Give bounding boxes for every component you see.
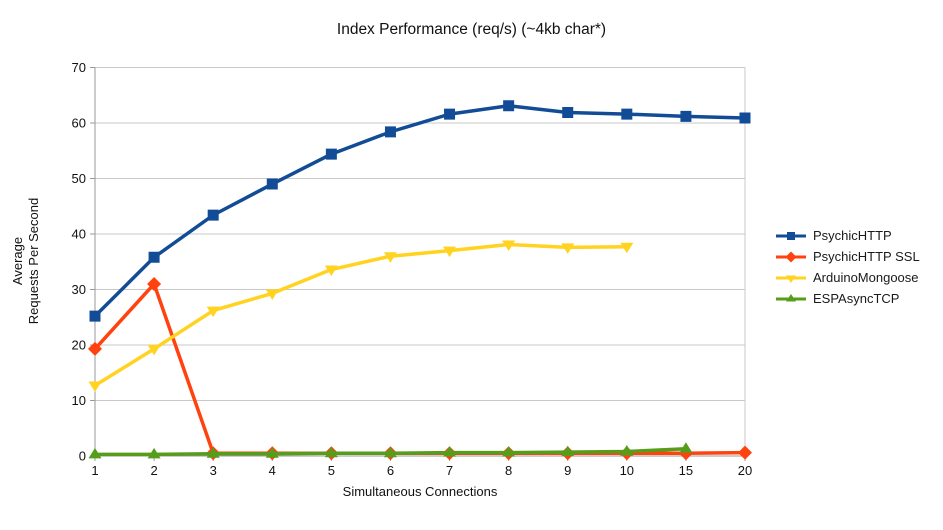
x-tick-label: 6 bbox=[387, 463, 394, 478]
legend-label: ArduinoMongoose bbox=[813, 270, 919, 285]
legend-marker bbox=[785, 251, 797, 262]
y-tick-label: 50 bbox=[72, 171, 86, 186]
series-line-PsychicHTTP bbox=[93, 104, 746, 318]
legend-item: ESPAsyncTCP bbox=[775, 288, 920, 309]
legend-label: ESPAsyncTCP bbox=[813, 291, 900, 306]
x-tick-label: 20 bbox=[738, 463, 752, 478]
series-line-PsychicHTTP SSL bbox=[93, 282, 746, 455]
y-tick-label: 40 bbox=[72, 227, 86, 242]
x-tick-label: 9 bbox=[564, 463, 571, 478]
legend-label: PsychicHTTP SSL bbox=[813, 249, 920, 264]
series-markers-ESPAsyncTCP bbox=[88, 442, 693, 459]
series-markers-PsychicHTTP bbox=[89, 100, 751, 322]
legend-marker bbox=[786, 293, 796, 301]
x-tick-label: 3 bbox=[210, 463, 217, 478]
legend-swatch-diamond-icon bbox=[776, 251, 806, 262]
legend-item: PsychicHTTP bbox=[775, 225, 920, 246]
x-tick-label: 7 bbox=[446, 463, 453, 478]
x-tick-label: 15 bbox=[679, 463, 693, 478]
legend-swatch-triangle-down-icon bbox=[776, 275, 806, 283]
y-tick-label: 10 bbox=[72, 393, 86, 408]
y-tick-label: 30 bbox=[72, 282, 86, 297]
legend-item: ArduinoMongoose bbox=[775, 267, 920, 288]
y-tick-label: 20 bbox=[72, 338, 86, 353]
x-tick-label: 8 bbox=[505, 463, 512, 478]
y-tick-label: 0 bbox=[79, 449, 86, 464]
x-tick-label: 1 bbox=[91, 463, 98, 478]
y-tick-label: 60 bbox=[72, 116, 86, 131]
legend-item: PsychicHTTP SSL bbox=[775, 246, 920, 267]
legend-label: PsychicHTTP bbox=[813, 228, 892, 243]
legend-marker bbox=[787, 231, 795, 240]
legend-swatch-triangle-up-icon bbox=[776, 293, 806, 301]
series-markers-PsychicHTTP SSL bbox=[88, 276, 752, 461]
y-tick-label: 70 bbox=[72, 60, 86, 75]
x-tick-label: 10 bbox=[620, 463, 634, 478]
x-tick-label: 5 bbox=[328, 463, 335, 478]
legend-swatch-square-icon bbox=[776, 231, 806, 240]
series-line-ArduinoMongoose bbox=[94, 242, 627, 388]
chart-title: Index Performance (req/s) (~4kb char*) bbox=[336, 21, 607, 38]
x-tick-label: 2 bbox=[150, 463, 157, 478]
legend: PsychicHTTP PsychicHTTP SSL ArduinoMongoos… bbox=[775, 225, 920, 309]
x-tick-label: 4 bbox=[269, 463, 276, 478]
x-axis-title: Simultaneous Connections bbox=[342, 484, 498, 499]
legend-marker bbox=[786, 275, 796, 283]
